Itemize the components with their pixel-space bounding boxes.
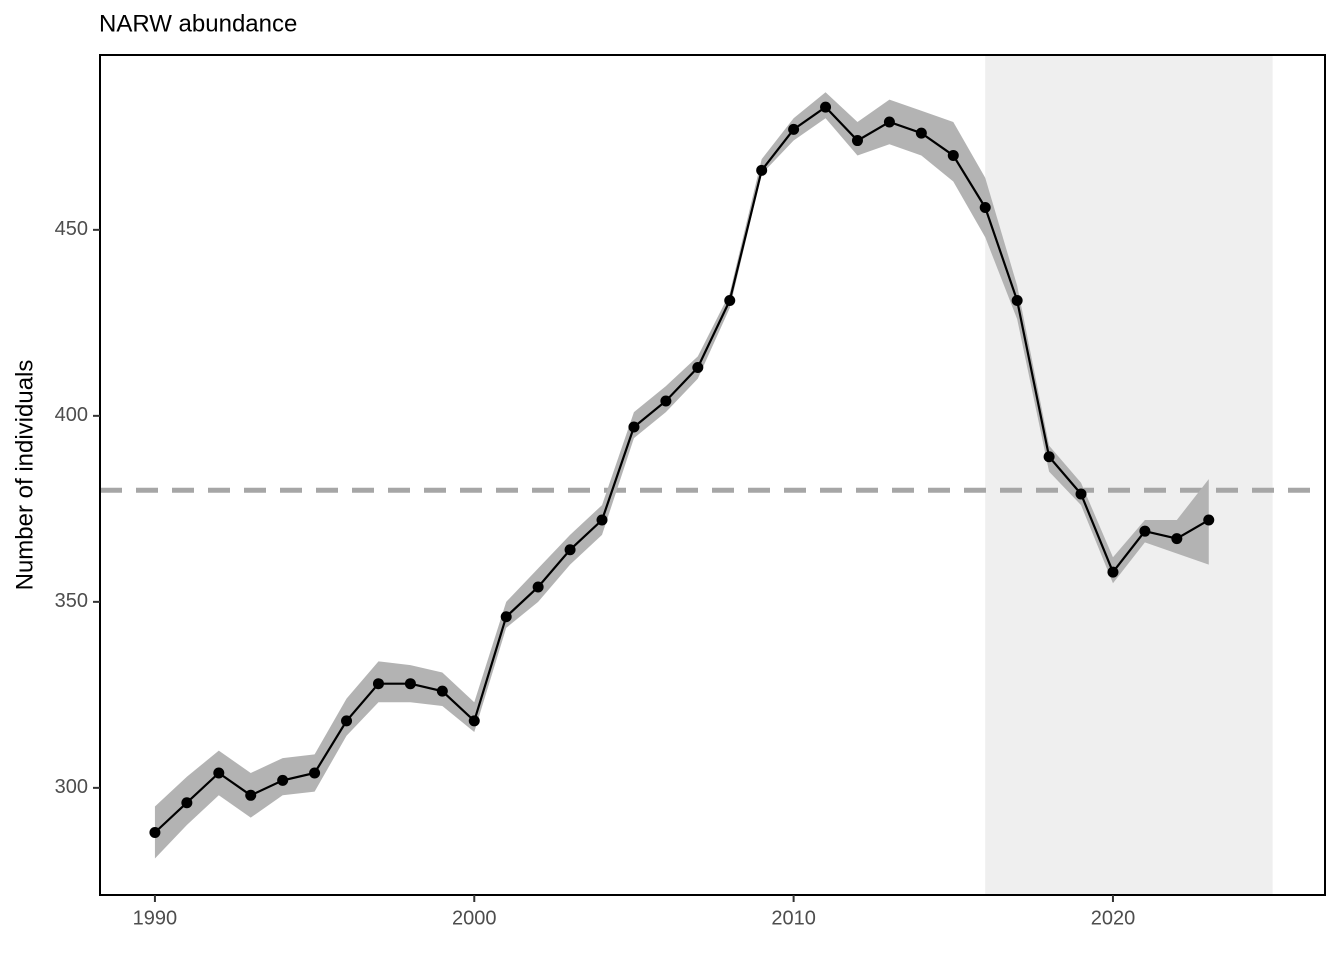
y-tick-label: 350 <box>55 590 88 612</box>
x-tick-label: 1990 <box>133 907 178 929</box>
point <box>851 135 863 147</box>
point <box>1075 488 1087 500</box>
line <box>154 105 1210 834</box>
point <box>564 544 576 556</box>
point <box>245 789 257 801</box>
y-tick-label: 450 <box>55 218 88 240</box>
x-tick-label: 2000 <box>452 907 497 929</box>
point <box>181 797 193 809</box>
x-tick-label: 2010 <box>771 907 816 929</box>
shaded-region <box>985 55 1273 895</box>
y-tick-label: 400 <box>55 404 88 426</box>
point <box>692 361 704 373</box>
point <box>660 395 672 407</box>
y-tick-label: 300 <box>55 776 88 798</box>
point <box>883 116 895 128</box>
point <box>915 127 927 139</box>
y-axis-label: Number of individuals <box>11 360 38 591</box>
point <box>404 678 416 690</box>
point <box>788 123 800 135</box>
point <box>628 421 640 433</box>
point <box>1171 533 1183 545</box>
point <box>277 774 289 786</box>
point <box>1043 451 1055 463</box>
point <box>149 827 161 839</box>
point <box>1011 295 1023 307</box>
chart-title: NARW abundance <box>99 10 297 37</box>
point <box>756 164 768 176</box>
point <box>436 685 448 697</box>
point <box>724 295 736 307</box>
confidence-band <box>154 92 1209 859</box>
point <box>468 715 480 727</box>
point <box>820 101 832 113</box>
point <box>341 715 353 727</box>
point <box>979 202 991 214</box>
point <box>596 514 608 526</box>
point <box>213 767 225 779</box>
point <box>947 149 959 161</box>
point <box>372 678 384 690</box>
point <box>1203 514 1215 526</box>
point <box>500 611 512 623</box>
point <box>532 581 544 593</box>
point <box>1139 525 1151 537</box>
x-tick-label: 2020 <box>1091 907 1136 929</box>
point <box>309 767 321 779</box>
plot-frame <box>99 54 1326 896</box>
point <box>1107 566 1119 578</box>
